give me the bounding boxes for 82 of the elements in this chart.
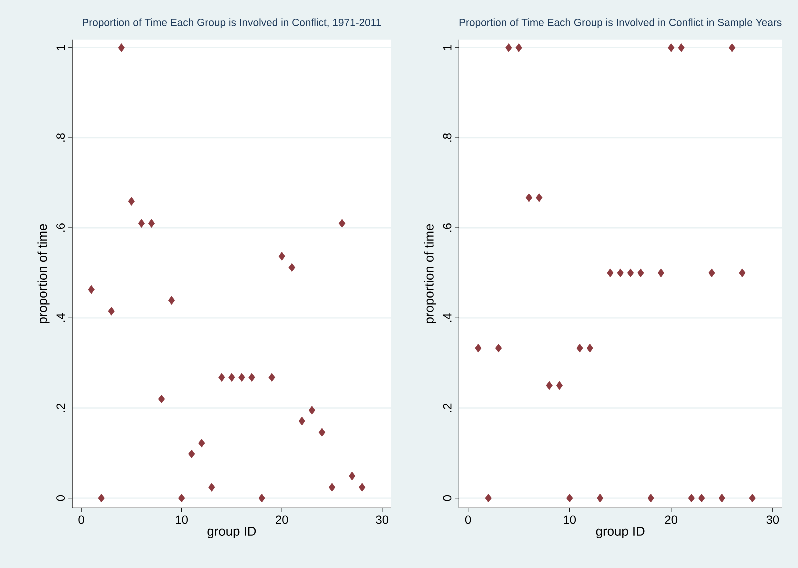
point	[566, 494, 574, 503]
point	[506, 44, 512, 52]
point	[148, 219, 156, 228]
x-axis-title: group ID	[208, 526, 256, 539]
point	[268, 373, 276, 382]
y-tick-label: .4	[443, 314, 452, 322]
x-tick-label: 0	[78, 516, 84, 524]
y-tick-label: .6	[443, 224, 452, 232]
point	[218, 373, 226, 382]
point	[348, 472, 356, 481]
point	[118, 44, 125, 52]
chart-title: Proportion of Time Each Group is Involved in Conflict in Sample Years	[460, 18, 782, 28]
x-tick-label: 20	[276, 516, 288, 524]
point	[688, 494, 696, 503]
y-tick-label: 0	[443, 495, 452, 502]
point	[278, 252, 286, 261]
point	[178, 494, 186, 503]
point	[208, 483, 216, 492]
point	[88, 285, 95, 294]
point	[328, 483, 336, 492]
point	[475, 344, 482, 353]
y-tick-label: .2	[56, 404, 66, 412]
x-tick-label: 0	[465, 516, 472, 524]
point	[607, 268, 614, 278]
y-tick-label: .4	[56, 314, 66, 322]
point	[576, 344, 584, 353]
point	[627, 268, 634, 278]
y-axis-title: proportion of time	[424, 224, 436, 324]
point	[188, 450, 196, 459]
point	[158, 394, 166, 404]
point	[485, 494, 492, 503]
point	[586, 344, 594, 353]
x-tick-label: 30	[376, 516, 389, 524]
x-tick-label: 10	[176, 516, 188, 524]
point	[168, 296, 176, 305]
y-tick-label: .6	[56, 224, 66, 232]
point	[739, 268, 746, 278]
point	[198, 438, 206, 448]
point	[128, 197, 136, 206]
point	[556, 381, 564, 390]
point	[258, 494, 266, 503]
point	[516, 44, 522, 52]
x-tick-label: 20	[665, 516, 678, 524]
point	[728, 44, 736, 52]
point	[708, 268, 716, 278]
point	[718, 494, 726, 503]
x-tick-label: 10	[564, 516, 576, 524]
point	[638, 268, 644, 278]
y-tick-label: 0	[56, 495, 66, 502]
point	[228, 373, 236, 382]
point	[648, 494, 654, 503]
point	[678, 44, 685, 52]
y-tick-label: .2	[443, 404, 452, 412]
point	[526, 194, 533, 202]
y-tick-label: .8	[56, 134, 66, 142]
point	[698, 494, 706, 503]
point	[308, 406, 316, 415]
point	[318, 428, 326, 437]
y-tick-label: .8	[443, 134, 452, 142]
y-tick-label: 1	[56, 45, 66, 50]
y-tick-label: 1	[443, 45, 452, 50]
x-axis-title: group ID	[596, 526, 645, 539]
point	[98, 494, 105, 503]
point	[338, 219, 346, 228]
point	[749, 494, 756, 503]
point	[138, 219, 146, 228]
point	[108, 307, 115, 316]
point	[298, 416, 306, 426]
point	[617, 268, 624, 278]
point	[536, 194, 543, 202]
y-axis-title: proportion of time	[38, 224, 50, 324]
point	[288, 263, 296, 272]
point	[668, 44, 675, 52]
point	[596, 494, 604, 503]
point	[546, 381, 553, 390]
x-tick-label: 30	[766, 516, 780, 524]
point	[495, 344, 502, 353]
point	[248, 373, 256, 382]
point	[238, 373, 246, 382]
point	[658, 268, 665, 278]
point	[358, 483, 366, 492]
chart-title: Proportion of Time Each Group is Involved in Conflict, 1971-2011	[83, 18, 382, 28]
